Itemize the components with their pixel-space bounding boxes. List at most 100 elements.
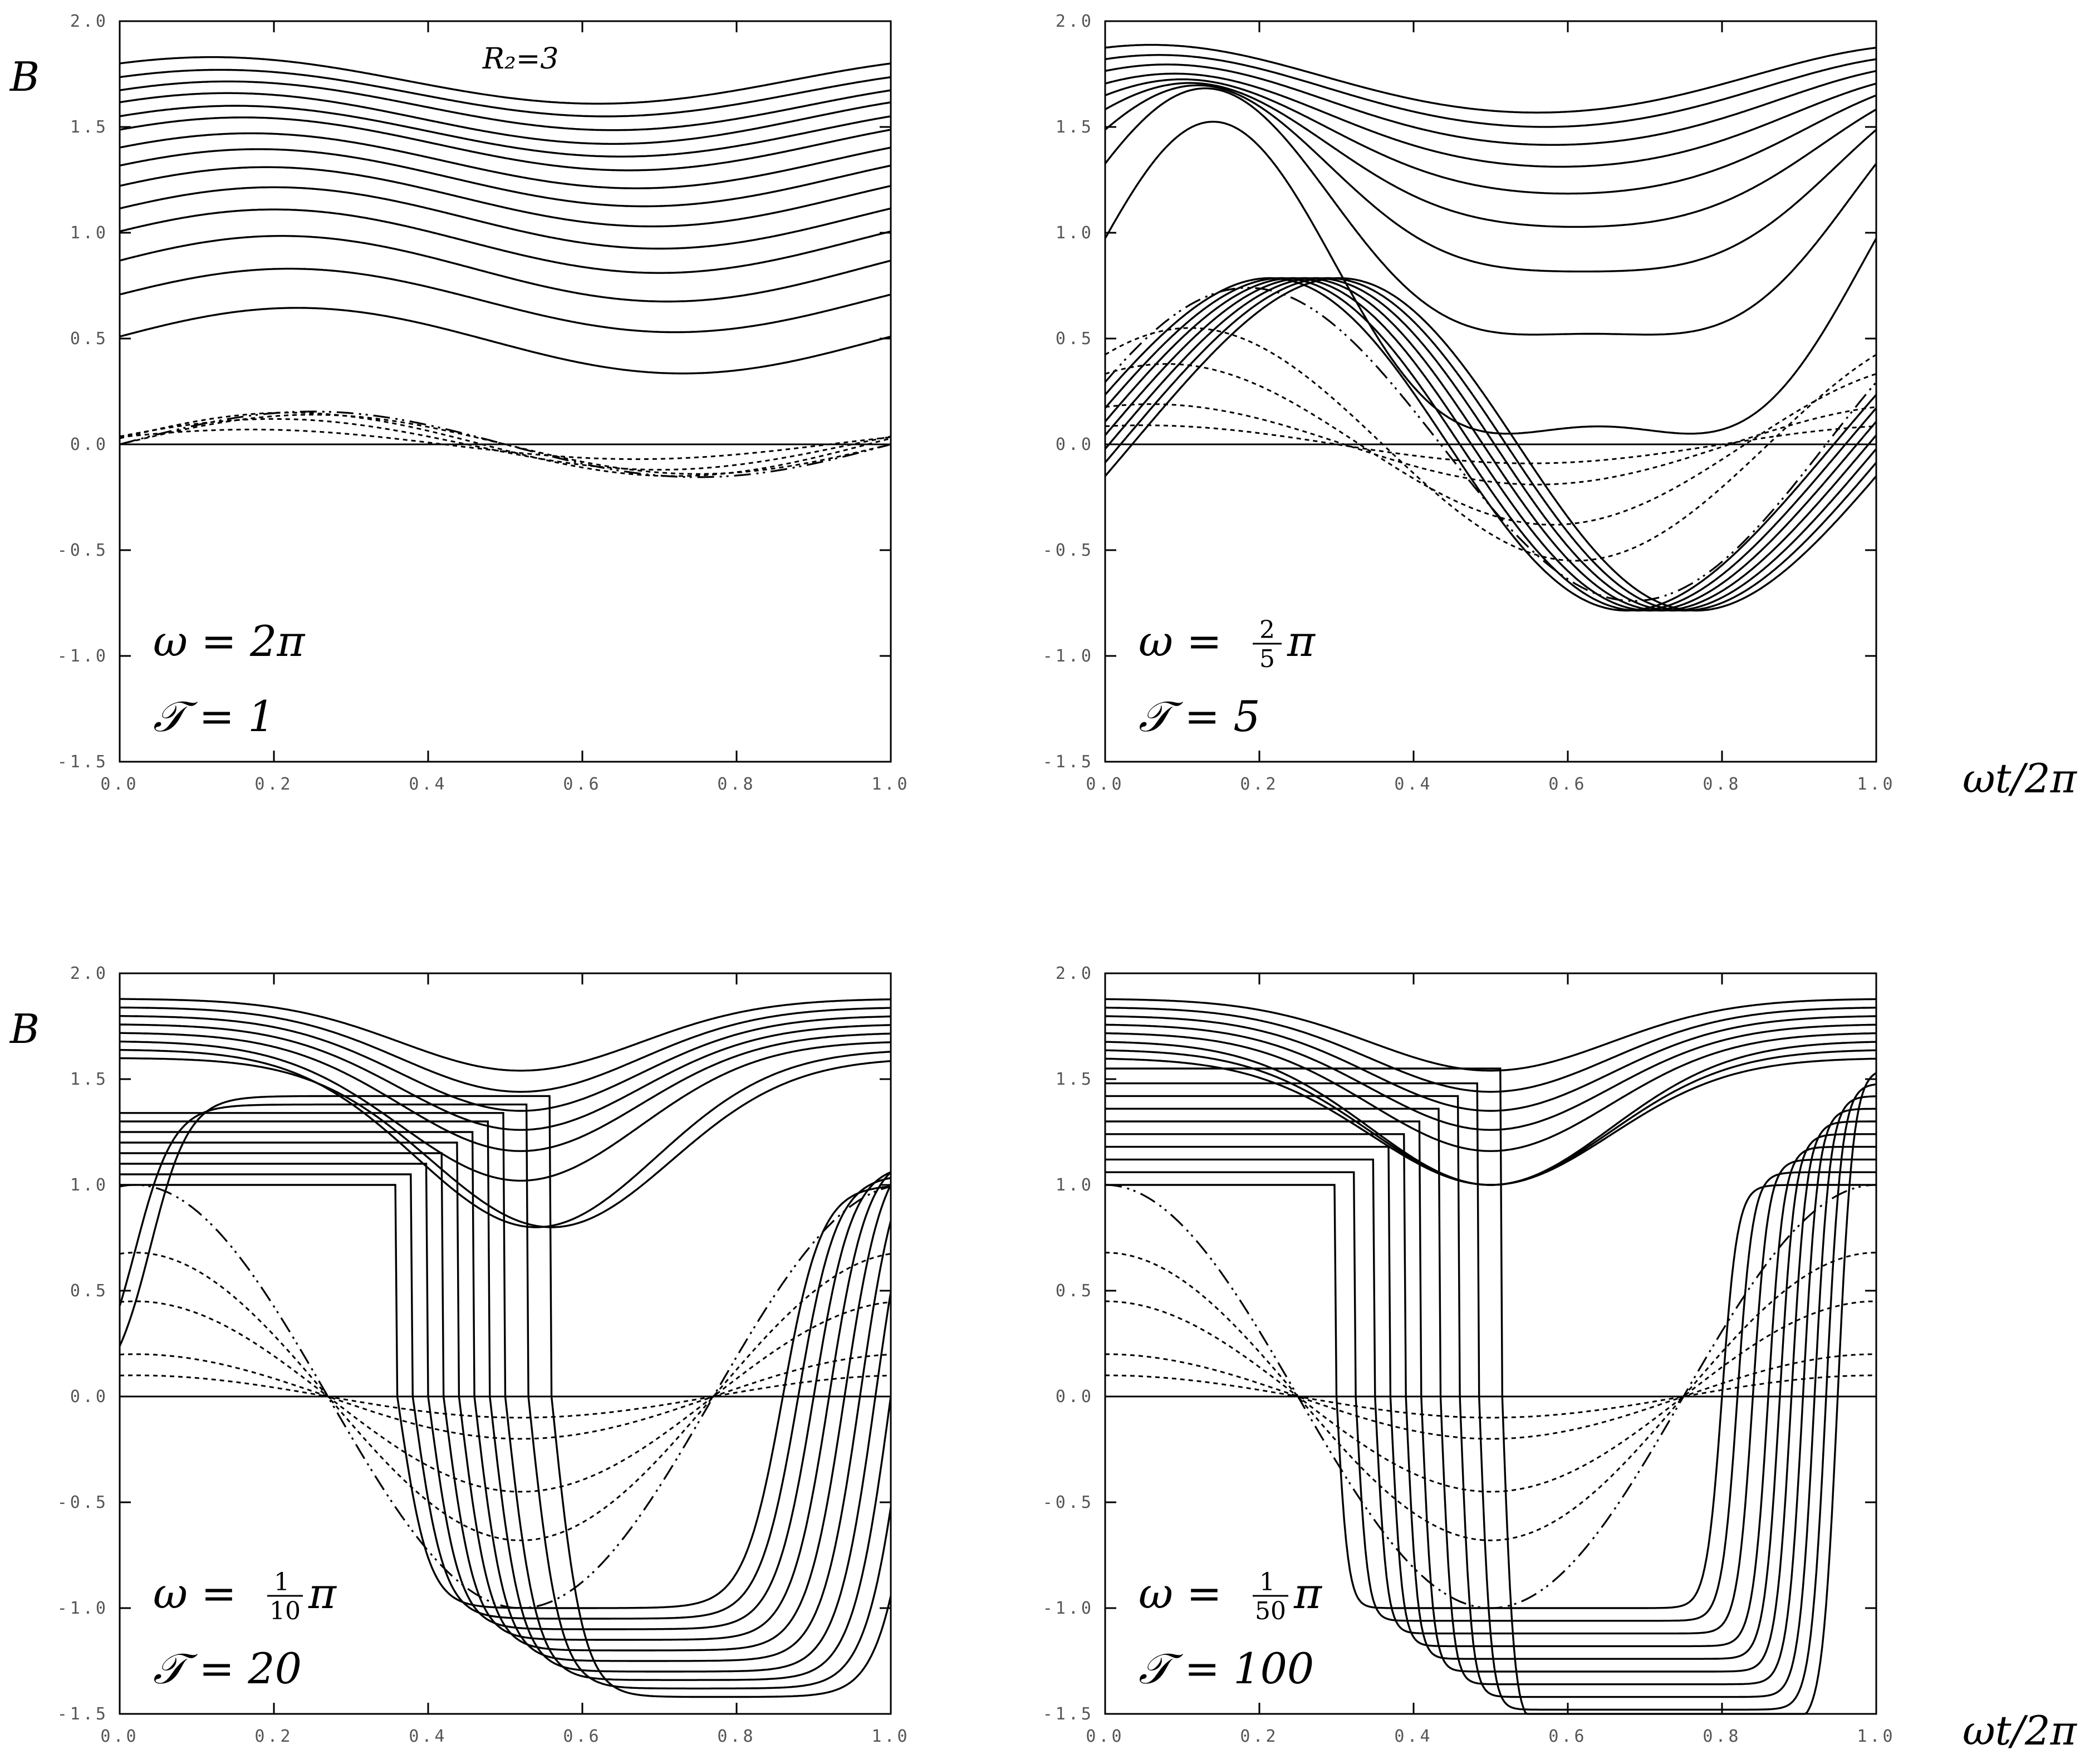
plot-frame (1104, 20, 1877, 763)
panel-top-left: 2.0 1.5 1.0 0.5 0.0 -0.5 -1.0 -1.5 0.0 0.2 0.4 0.6 0… (9, 12, 910, 794)
solid-curve (119, 267, 891, 334)
y-tick-label: 2.0 (1056, 964, 1094, 983)
dashed-curve (1105, 1353, 1876, 1440)
y-tick-label: 1.5 (70, 117, 109, 137)
switching-curve (120, 1184, 891, 1609)
y-tick-label: -0.5 (57, 541, 109, 560)
switching-curve (1105, 1067, 1877, 1715)
switching-curve (119, 1103, 892, 1690)
dashed-curve (119, 1353, 891, 1440)
y-tick-label: 0.5 (1056, 329, 1094, 349)
solid-curve (1104, 87, 1877, 336)
x-tick-label: 1.0 (871, 1727, 910, 1746)
oscillating-curve (1104, 277, 1877, 612)
y-axis-label: B (9, 53, 40, 100)
y-tick-label: 1.0 (70, 1175, 109, 1195)
solid-curve (1104, 120, 1877, 435)
solid-curve (119, 208, 891, 274)
switching-curve (1105, 1171, 1876, 1622)
switching-curve (1105, 1145, 1876, 1648)
solid-curve (119, 307, 891, 375)
y-tick-label: -1.5 (57, 1704, 109, 1724)
y-tick-label: -1.0 (1043, 1599, 1094, 1618)
plot-frame (119, 20, 892, 763)
y-tick-label: -0.5 (57, 1493, 109, 1512)
y-tick-label: 0.5 (1056, 1281, 1094, 1301)
plot-frame (119, 972, 892, 1715)
x-tick-label: 0.8 (1703, 775, 1741, 794)
solid-curve (119, 56, 891, 105)
solid-curve (1105, 63, 1877, 146)
upper-curve (120, 1057, 891, 1228)
y-tick-label: 1.0 (1056, 1175, 1094, 1195)
upper-curve (1105, 1023, 1876, 1131)
panel-bottom-right: 2.0 1.5 1.0 0.5 0.0 -0.5 -1.0 -1.5 0.0 0.2 0.4 0.6 0… (9, 964, 2078, 1754)
solid-curve (119, 148, 891, 208)
y-tick-label: 0.0 (70, 435, 109, 454)
oscillating-curve (1104, 277, 1877, 612)
x-tick-label: 0.2 (254, 1727, 293, 1746)
switching-curve (120, 1141, 892, 1652)
fraction-numerator: 1 (1259, 1568, 1275, 1596)
upper-curve (120, 998, 891, 1072)
solid-curve (119, 235, 891, 303)
solid-curve (1105, 72, 1877, 168)
oscillating-curve (1104, 277, 1877, 612)
x-tick-label: 0.2 (1240, 1727, 1278, 1746)
upper-curve (1105, 1007, 1876, 1093)
x-tick-label: 0.2 (1240, 775, 1278, 794)
solid-curve (119, 166, 891, 228)
switching-curve (120, 1131, 892, 1662)
upper-curve (1105, 1032, 1877, 1152)
x-tick-label: 0.6 (1548, 1727, 1587, 1746)
dashdot-curve (119, 1184, 891, 1609)
parameter-label: R₂=3 (482, 42, 559, 76)
x-tick-label: 0.6 (563, 775, 601, 794)
x-tick-label: 1.0 (1857, 775, 1895, 794)
switching-curve (1105, 1095, 1877, 1698)
x-tick-label: 0.4 (409, 775, 447, 794)
fraction-denominator: 5 (1259, 645, 1275, 673)
dashed-curve (119, 1252, 891, 1541)
y-tick-label: 1.5 (70, 1070, 109, 1089)
x-tick-label: 0.0 (1086, 1727, 1124, 1746)
y-tick-label: 1.5 (1056, 117, 1094, 137)
solid-curve (119, 92, 891, 145)
upper-curve (1105, 1015, 1876, 1112)
upper-curve (120, 1006, 891, 1093)
dashdot-curve (1104, 287, 1877, 602)
switching-curve (119, 1095, 892, 1698)
y-axis-label: B (9, 1006, 40, 1052)
x-axis-label: ωt/2π (1963, 1707, 2078, 1754)
y-tick-label: -1.5 (57, 752, 109, 772)
x-tick-label: 0.6 (563, 1727, 601, 1746)
switching-curve (1105, 1082, 1877, 1711)
dashed-curve (1105, 403, 1877, 486)
x-tick-label: 0.8 (717, 1727, 756, 1746)
panel-bottom-left: 2.0 1.5 1.0 0.5 0.0 -0.5 -1.0 -1.5 0.0 0.2 0.4 0.6 0… (9, 964, 910, 1746)
pi-symbol: π (1287, 616, 1316, 666)
upper-curve (1105, 1041, 1877, 1186)
oscillating-curve (1104, 277, 1877, 612)
y-tick-label: 2.0 (70, 12, 109, 31)
y-tick-label: 0.0 (1056, 1387, 1094, 1407)
solid-curve (119, 68, 891, 117)
x-tick-label: 0.2 (254, 775, 293, 794)
x-axis-label: ωt/2π (1963, 755, 2078, 802)
switching-curve (1105, 1108, 1876, 1685)
x-tick-label: 0.4 (409, 1727, 447, 1746)
solid-curve (1104, 84, 1877, 273)
dashed-curve (1105, 1300, 1876, 1493)
dashed-curve (1105, 424, 1877, 464)
y-tick-label: 1.5 (1056, 1070, 1094, 1089)
upper-curve (120, 1048, 891, 1228)
switching-curve (1105, 1133, 1876, 1660)
y-tick-label: -1.5 (1043, 1704, 1094, 1724)
fraction-numerator: 1 (274, 1568, 290, 1596)
oscillating-curve (1104, 277, 1877, 612)
pi-symbol: π (308, 1569, 337, 1618)
upper-curve (1105, 1057, 1877, 1186)
y-tick-label: -0.5 (1043, 1493, 1094, 1512)
x-tick-label: 1.0 (871, 775, 910, 794)
